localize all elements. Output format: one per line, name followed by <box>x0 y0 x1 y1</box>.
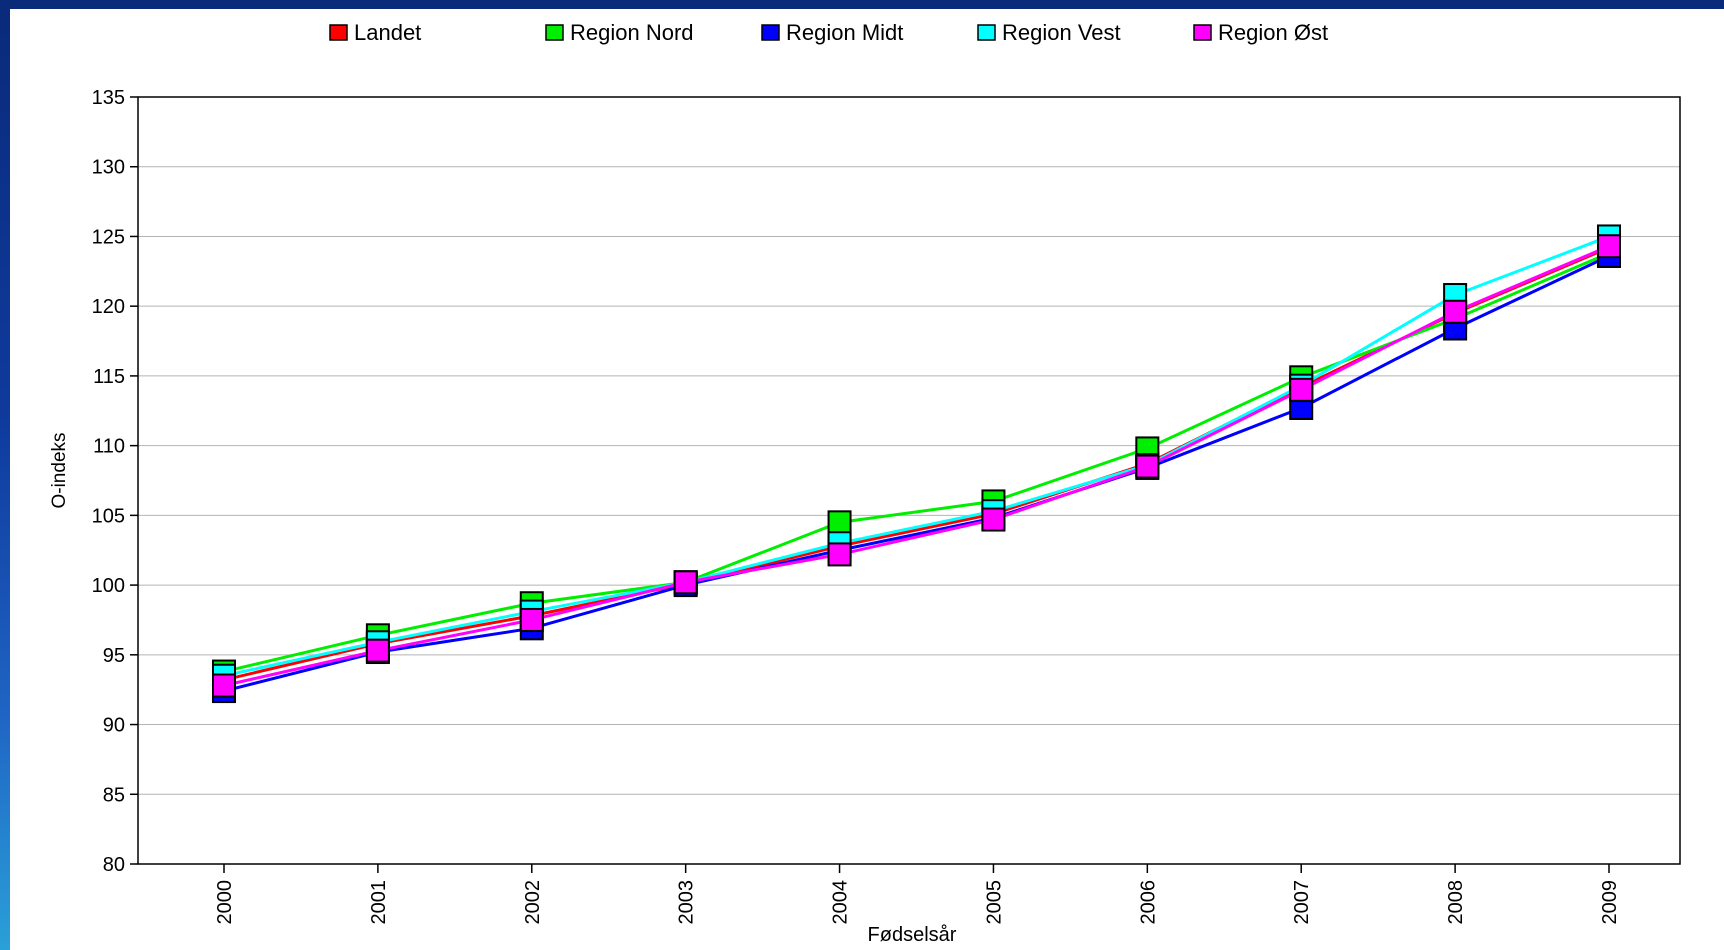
legend-label: Landet <box>354 20 421 45</box>
series-region-st <box>212 234 1621 698</box>
x-axis-title: Fødselsår <box>868 924 957 946</box>
series-line-region-midt <box>223 254 1610 693</box>
y-tick-label: 120 <box>92 296 125 318</box>
x-tick-label: 2009 <box>1599 880 1621 925</box>
legend-item-region-midt: Region Midt <box>761 20 903 45</box>
x-tick-label: 2003 <box>676 880 698 925</box>
series-line-region-st <box>223 244 1610 687</box>
series-line-region-vest <box>223 235 1610 678</box>
legend-item-region-st: Region Øst <box>1193 20 1328 45</box>
data-point-region-st <box>519 607 544 632</box>
plot-area <box>137 96 1681 865</box>
y-tick-label: 105 <box>92 505 125 527</box>
legend-swatch <box>761 24 780 41</box>
data-point-region-st <box>212 673 236 698</box>
legend-swatch <box>329 24 348 41</box>
series-landet <box>212 235 1621 692</box>
legend-label: Region Nord <box>570 20 694 45</box>
data-point-region-st <box>1597 234 1621 259</box>
legend-label: Region Øst <box>1218 20 1328 45</box>
series-line-landet <box>223 246 1610 682</box>
data-point-region-nord <box>827 510 852 535</box>
y-axis-title: O-indeks <box>49 432 70 508</box>
y-tick-label: 125 <box>92 226 125 248</box>
data-point-region-st <box>365 638 390 663</box>
legend-item-region-vest: Region Vest <box>977 20 1121 45</box>
y-tick-label: 95 <box>103 645 125 667</box>
line-chart: Landet Region Nord Region Midt Region Vest R… <box>49 20 1681 946</box>
grid-lines <box>138 166 1680 795</box>
series-region-vest <box>212 224 1621 688</box>
chart-panel: Landet Region Nord Region Midt Region Vest R… <box>10 9 1724 950</box>
x-tick-label: 2006 <box>1137 880 1159 925</box>
data-point-region-st <box>1289 377 1314 402</box>
legend-swatch <box>977 24 996 41</box>
legend: Landet Region Nord Region Midt Region Vest R… <box>329 20 1328 45</box>
y-tick-label: 80 <box>103 854 125 876</box>
data-point-region-st <box>1443 299 1468 324</box>
x-tick-label: 2002 <box>522 880 544 925</box>
y-tick-label: 115 <box>93 366 125 388</box>
series-group <box>212 224 1621 704</box>
data-point-region-st <box>827 542 852 567</box>
data-point-region-st <box>981 507 1006 532</box>
legend-item-landet: Landet <box>329 20 421 45</box>
y-tick-label: 110 <box>93 436 125 458</box>
x-tick-label: 2000 <box>214 880 236 925</box>
x-tick-label: 2001 <box>368 880 390 925</box>
y-tick-label: 85 <box>103 784 125 806</box>
y-tick-label: 130 <box>92 157 125 179</box>
legend-swatch <box>545 24 564 41</box>
y-axis: 80 85 90 95 100 105 110 115 120 125 130 135 <box>92 87 138 876</box>
legend-label: Region Vest <box>1002 20 1121 45</box>
x-tick-label: 2008 <box>1445 880 1467 925</box>
data-point-region-st <box>1135 454 1160 479</box>
y-tick-label: 135 <box>92 87 125 109</box>
x-tick-label: 2005 <box>983 880 1005 925</box>
x-tick-label: 2007 <box>1291 880 1313 925</box>
legend-swatch <box>1193 24 1212 41</box>
legend-label: Region Midt <box>786 20 903 45</box>
x-axis: 2000 2001 2002 2003 2004 2005 2006 2007 2008 2009 <box>214 864 1621 925</box>
y-tick-label: 100 <box>92 575 125 597</box>
y-tick-label: 90 <box>103 715 125 737</box>
series-region-nord <box>212 241 1621 684</box>
legend-item-region-nord: Region Nord <box>545 20 694 45</box>
data-point-region-st <box>673 570 698 595</box>
series-line-region-nord <box>223 251 1610 674</box>
x-tick-label: 2004 <box>830 880 852 925</box>
